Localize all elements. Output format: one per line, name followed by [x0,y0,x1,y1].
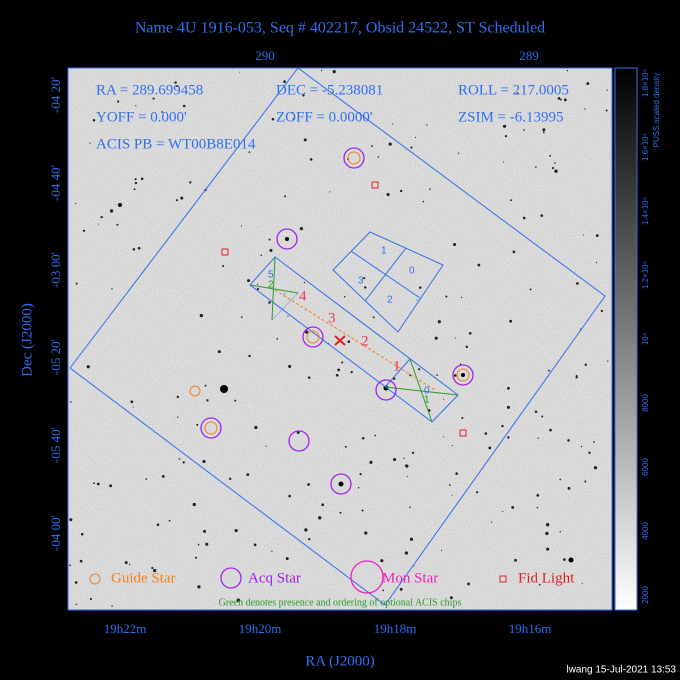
top-tick-label: 289 [519,48,539,63]
field-of-view [69,67,606,606]
i-array [332,231,444,333]
chip-label: 1 [381,246,387,257]
chip-label: 0 [424,386,430,397]
optional-chip-labels: 5 2 0 1 [268,270,430,406]
colorbar-tick-label: 6000 [641,458,650,476]
colorbar-tick-label: 1.4×10⁴ [641,196,650,225]
chip-label: 2 [268,280,274,291]
info-yoff: YOFF = 0.000' [96,109,187,125]
y-axis-label: Dec (J2000) [19,303,35,377]
colorbar [614,67,638,611]
info-ra: RA = 289.699458 [96,82,203,98]
chip-label: 3 [358,276,364,287]
colorbar-ticks: 2000 4000 6000 8000 10⁴ 1.2×10⁴ 1.4×10⁴ 1.6×10⁴… [641,68,650,604]
s-array-axis [274,289,436,391]
chip-label: 0 [409,266,415,277]
footer: lwang 15-Jul-2021 13:53 [566,665,676,676]
info-acis: ACIS PB = WT00B8E014 [96,136,256,152]
y-tick-label: -04 40' [48,165,63,201]
fid-lights [221,181,467,437]
chip-label: 3 [328,310,336,326]
legend-label: Mon Star [382,570,438,586]
x-tick-label: 19h22m [104,621,147,636]
colorbar-tick-label: 2000 [641,586,650,604]
plot-frame [67,67,613,611]
y-tick-label: -05 20' [48,339,63,375]
chip-label: 5 [268,270,274,281]
chip-label: 1 [424,395,430,406]
colorbar-tick-label: 1.6×10⁴ [641,132,650,161]
colorbar-tick-label: 1.8×10⁴ [641,68,650,97]
chip-label: 1 [393,358,401,374]
legend-label: Acq Star [248,570,301,586]
info-roll: ROLL = 217.0005 [458,82,569,98]
guide-stars [189,151,470,435]
i-array-divider [364,247,407,302]
x-tick-label: 19h18m [374,621,417,636]
acq-stars [200,147,474,495]
info-zoff: ZOFF = 0.0000' [276,109,373,125]
chip-label: 2 [387,295,393,306]
legend-label: Guide Star [111,570,176,586]
chip-label: 4 [299,288,307,304]
x-tick-label: 19h16m [509,621,552,636]
colorbar-tick-label: 1.2×10⁴ [641,260,650,289]
info-zsim: ZSIM = -6.13995 [458,109,564,125]
y-tick-label: -04 20' [48,77,63,113]
axes: 290 289 19h22m 19h20m 19h18m 19h16m RA (… [19,48,551,669]
top-tick-label: 290 [255,48,275,63]
x-tick-label: 19h20m [239,621,282,636]
legend-label: Fid Light [518,570,575,586]
info: RA = 289.699458 DEC = -5.238081 ROLL = 2… [96,82,569,152]
title: Name 4U 1916-053, Seq # 402217, Obsid 24… [135,20,545,37]
x-axis-label: RA (J2000) [305,653,375,669]
info-dec: DEC = -5.238081 [276,82,383,98]
y-tick-label: -03 00' [48,252,63,288]
colorbar-tick-label: 8000 [641,394,650,412]
i-chip-labels: 1 0 3 2 [358,246,415,306]
stars [69,69,609,607]
s-array-divider [271,292,299,321]
legend: Guide Star Acq Star Mon Star Fid Light [89,560,575,594]
chip-label: 2 [361,333,369,349]
colorbar-label: PUSS scaled density [652,73,661,148]
y-tick-label: -05 40' [48,427,63,463]
s-chip-labels: 4 3 2 1 [299,288,401,374]
y-tick-label: -04 00' [48,515,63,551]
s-array-divider [384,358,411,388]
colorbar-tick-label: 10⁴ [641,332,650,345]
optional-chips [249,256,459,423]
aimpoint [334,335,346,346]
colorbar-tick-label: 4000 [641,522,650,540]
sky-noise [68,68,612,610]
note: Green denotes presence and ordering of o… [219,597,462,608]
